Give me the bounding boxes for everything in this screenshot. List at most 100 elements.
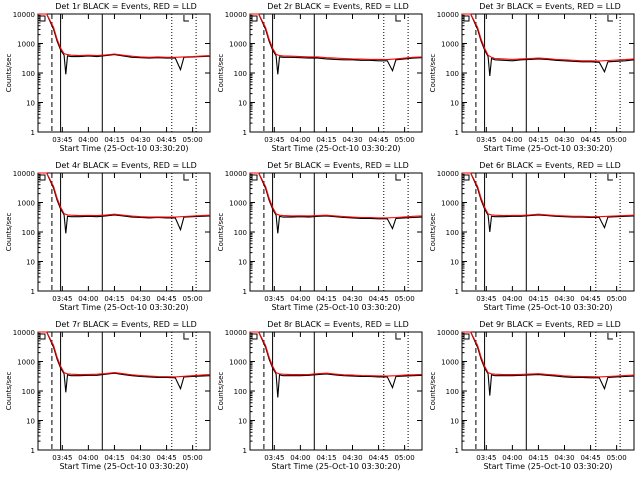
corner-marker: [39, 333, 46, 340]
y-tick-label: 1: [243, 288, 247, 296]
series-line: [38, 172, 211, 234]
y-axis-label: Counts/sec: [429, 213, 437, 252]
y-tick-label: 10000: [225, 329, 247, 337]
plot-frame: [249, 13, 423, 133]
x-tick-label: 04:15: [104, 295, 124, 303]
x-tick-label: 04:00: [290, 295, 310, 303]
x-tick-label: 04:15: [104, 136, 124, 144]
series-line: [38, 331, 211, 393]
x-axis-label: Start Time (25-Oct-10 03:30:20): [59, 462, 188, 471]
plot-frame: [249, 331, 423, 451]
series-line: [250, 13, 423, 75]
chart-panel: Det 3r BLACK = Events, RED = LLD 1 10 100 10…: [429, 2, 635, 153]
x-tick-label: 03:45: [52, 295, 72, 303]
corner-marker: [39, 15, 46, 22]
plot-frame: [249, 172, 423, 292]
y-tick-label: 100: [234, 70, 247, 78]
x-tick-label: 04:30: [130, 295, 150, 303]
y-tick-label: 10000: [13, 329, 35, 337]
y-tick-label: 1: [243, 129, 247, 137]
y-tick-label: 100: [22, 70, 35, 78]
y-axis-label: Counts/sec: [5, 372, 13, 411]
chart-panel: Det 9r BLACK = Events, RED = LLD 1 10 100 10…: [429, 320, 635, 471]
y-tick-label: 10: [450, 100, 459, 108]
series-line: [250, 172, 423, 219]
x-tick-label: 04:15: [528, 295, 548, 303]
y-tick-label: 10: [450, 259, 459, 267]
corner-marker: [607, 333, 613, 340]
x-tick-label: 04:45: [156, 295, 176, 303]
x-axis-label: Start Time (25-Oct-10 03:30:20): [271, 144, 400, 153]
chart-panel: Det 2r BLACK = Events, RED = LLD 1 10 100 10…: [217, 2, 423, 153]
y-tick-label: 1000: [17, 359, 35, 367]
x-axis-label: Start Time (25-Oct-10 03:30:20): [483, 144, 612, 153]
corner-marker: [395, 174, 401, 181]
x-tick-label: 03:45: [264, 295, 284, 303]
y-axis-label: Counts/sec: [429, 54, 437, 93]
x-tick-label: 03:45: [476, 295, 496, 303]
x-tick-label: 04:45: [580, 136, 600, 144]
series-line: [250, 331, 423, 377]
y-axis-label: Counts/sec: [5, 54, 13, 93]
y-tick-label: 10: [238, 259, 247, 267]
x-tick-label: 05:00: [395, 295, 415, 303]
y-tick-label: 10: [26, 418, 35, 426]
x-tick-label: 04:30: [342, 136, 362, 144]
corner-marker: [463, 15, 470, 22]
y-tick-label: 10000: [225, 11, 247, 19]
x-tick-label: 03:45: [264, 136, 284, 144]
y-axis-label: Counts/sec: [5, 213, 13, 252]
series-line: [462, 172, 635, 218]
y-tick-label: 1: [31, 447, 35, 455]
x-tick-label: 05:00: [183, 454, 203, 462]
corner-marker: [607, 15, 613, 22]
x-tick-label: 04:15: [316, 136, 336, 144]
y-tick-label: 100: [22, 229, 35, 237]
x-tick-label: 04:30: [554, 295, 574, 303]
y-axis-label: Counts/sec: [217, 54, 225, 93]
corner-marker: [607, 174, 613, 181]
x-tick-label: 04:30: [130, 136, 150, 144]
series-line: [38, 331, 211, 378]
plot-frame: [461, 172, 635, 292]
chart-title: Det 6r BLACK = Events, RED = LLD: [479, 161, 621, 170]
x-axis-label: Start Time (25-Oct-10 03:30:20): [59, 144, 188, 153]
corner-marker: [39, 174, 46, 181]
y-tick-label: 1000: [229, 200, 247, 208]
x-tick-label: 04:00: [502, 136, 522, 144]
corner-marker: [395, 15, 401, 22]
x-tick-label: 04:00: [78, 136, 98, 144]
chart-panel: Det 5r BLACK = Events, RED = LLD 1 10 100 10…: [217, 161, 423, 312]
corner-marker: [251, 174, 258, 181]
y-tick-label: 1000: [441, 359, 459, 367]
plot-frame: [461, 331, 635, 451]
series-line: [250, 172, 423, 234]
chart-title: Det 4r BLACK = Events, RED = LLD: [55, 161, 197, 170]
x-tick-label: 04:15: [316, 295, 336, 303]
corner-marker: [463, 174, 470, 181]
y-tick-label: 1: [455, 129, 459, 137]
y-tick-label: 1000: [441, 200, 459, 208]
y-tick-label: 10: [238, 100, 247, 108]
x-tick-label: 05:00: [607, 295, 627, 303]
x-tick-label: 03:45: [476, 454, 496, 462]
x-tick-label: 04:30: [554, 136, 574, 144]
x-tick-label: 04:15: [104, 454, 124, 462]
plot-frame: [461, 13, 635, 133]
y-axis-label: Counts/sec: [217, 213, 225, 252]
corner-marker: [183, 174, 189, 181]
y-tick-label: 1: [455, 447, 459, 455]
chart-title: Det 1r BLACK = Events, RED = LLD: [55, 2, 197, 11]
x-tick-label: 04:30: [342, 295, 362, 303]
chart-title: Det 7r BLACK = Events, RED = LLD: [55, 320, 197, 329]
x-tick-label: 04:45: [368, 454, 388, 462]
x-axis-label: Start Time (25-Oct-10 03:30:20): [59, 303, 188, 312]
y-tick-label: 10000: [437, 329, 459, 337]
x-tick-label: 04:45: [368, 136, 388, 144]
series-line: [462, 13, 635, 62]
corner-marker: [251, 333, 258, 340]
x-axis-label: Start Time (25-Oct-10 03:30:20): [483, 303, 612, 312]
x-tick-label: 04:45: [580, 295, 600, 303]
corner-marker: [183, 333, 189, 340]
